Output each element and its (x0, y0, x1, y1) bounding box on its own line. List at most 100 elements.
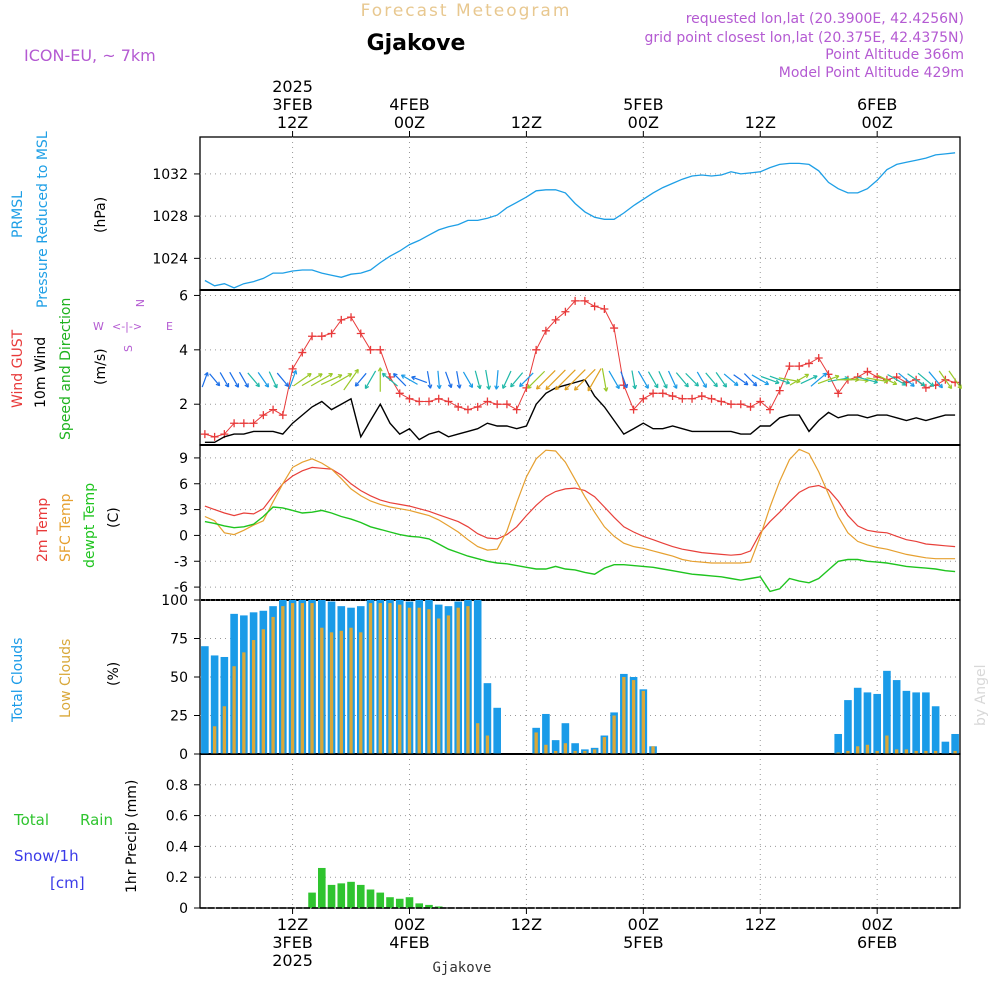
bottom-time-label: 4FEB (389, 933, 429, 952)
wind-arrow-head (234, 383, 240, 388)
low-cloud-bar (865, 744, 870, 754)
footer-location: Gjakove (432, 960, 491, 976)
low-cloud-bar (300, 603, 304, 754)
low-cloud-bar (456, 607, 460, 754)
wind-arrow (474, 370, 481, 389)
low-cloud-bar (427, 609, 431, 754)
compass-icon: N S W E <-|-> (93, 299, 173, 352)
sfc-temp-line (204, 448, 956, 564)
bottom-time-label: 5FEB (623, 933, 663, 952)
wind-arrow (887, 373, 907, 386)
wind-arrow-head (502, 384, 507, 389)
wind-arrow (288, 370, 297, 390)
wind-arrow (354, 372, 367, 387)
requested-coords: requested lon,lat (20.3900E, 42.4256N) (686, 11, 964, 27)
total-cloud-bar (922, 692, 930, 754)
low-cloud-bar (563, 743, 568, 754)
gust-point (795, 362, 804, 371)
total-cloud-bar (941, 741, 950, 754)
wind-arrow-head (822, 372, 828, 378)
gust-point (405, 394, 414, 403)
bottom-time-label: 2025 (272, 951, 313, 970)
wind-arrow (810, 372, 827, 387)
gust-point (727, 400, 736, 409)
low-cloud-bar (953, 750, 957, 754)
rain-bar (366, 889, 375, 908)
wind-arrow-head (743, 380, 749, 386)
low-cloud-bar (242, 652, 246, 754)
svg-text:E: E (166, 320, 173, 333)
sfc-temp-label: SFC Temp (58, 493, 74, 562)
top-time-label: 00Z (628, 113, 659, 132)
wind-arrow (310, 373, 333, 387)
low-cloud-bar (212, 726, 217, 754)
gust-point (834, 389, 843, 398)
low-cloud-bar (836, 752, 840, 754)
wind-arrow-head (318, 373, 323, 378)
bottom-time-label: 12Z (511, 915, 542, 934)
gust-point (736, 400, 745, 409)
top-time-label: 6FEB (857, 95, 897, 114)
rain-bar (434, 906, 443, 908)
wind-arrow (564, 369, 586, 391)
rain-bar (337, 883, 346, 908)
gust-point (785, 362, 794, 371)
wind-arrow-head (644, 384, 649, 389)
wind-arrow (917, 372, 935, 387)
low-cloud-bar (602, 737, 607, 754)
wind-arrow-head (494, 385, 500, 390)
wind-arrow (229, 371, 239, 388)
gust-point (249, 419, 258, 428)
gust-point (766, 405, 774, 414)
wind-arrow-head (486, 385, 492, 390)
low-cloud-bar (485, 735, 490, 754)
low-cloud-bar (437, 618, 441, 754)
wind-arrow-head (573, 386, 579, 391)
total-cloud-bar (844, 700, 852, 754)
gust-point (210, 432, 219, 441)
gust-point (746, 402, 755, 411)
gust-point (434, 394, 443, 403)
bottom-time-label: 6FEB (857, 933, 897, 952)
rain-bar (395, 898, 404, 908)
top-time-label: 00Z (394, 113, 425, 132)
wind-arrow-head (224, 382, 230, 388)
wind-arrow (667, 370, 678, 389)
wind-arrow (637, 370, 649, 389)
plot-area: 1024 1028 1032 2 4 6 -6 -3 0 3 6 9 0 25 50 75 100 0 0.2 0.4… (152, 77, 962, 970)
total-cloud-bar (834, 733, 843, 754)
wind-arrow-head (347, 373, 353, 378)
gust-point (337, 315, 346, 324)
gust-point (629, 405, 638, 414)
wind-arrow-head (364, 384, 370, 390)
low-cloud-bar (914, 750, 918, 754)
cloud-labels: Total Clouds Low Clouds (%) (10, 638, 122, 723)
wind-arrow-head (337, 374, 343, 379)
low-cloud-bar (251, 640, 256, 754)
wind-arrow (247, 372, 260, 388)
wind-arrow-head (623, 383, 629, 389)
gridpoint-coords: grid point closest lon,lat (20.375E, 42.… (644, 30, 964, 46)
wind-arrow-head (447, 383, 453, 389)
wind-arrow (907, 373, 926, 387)
gust-point (356, 329, 365, 338)
wind-unit: (m/s) (93, 348, 109, 385)
low-cloud-bar (378, 603, 382, 754)
snow-unit: [cm] (50, 874, 85, 892)
wind-arrow (238, 371, 249, 388)
wind-arrow-head (411, 375, 416, 381)
top-time-label: 12Z (511, 113, 542, 132)
wind-arrow-head (264, 383, 270, 388)
gust-point (863, 367, 872, 376)
wind-arrow-head (663, 384, 668, 389)
temp2m-label: 2m Temp (35, 498, 51, 562)
low-cloud-bar (856, 746, 860, 754)
gust-point (707, 394, 716, 403)
wind-arrow (462, 371, 473, 388)
wind-arrow (201, 372, 209, 388)
gust-point (308, 332, 317, 341)
gust-point (288, 364, 297, 373)
gust-point (278, 411, 287, 420)
gust-point (317, 332, 326, 341)
